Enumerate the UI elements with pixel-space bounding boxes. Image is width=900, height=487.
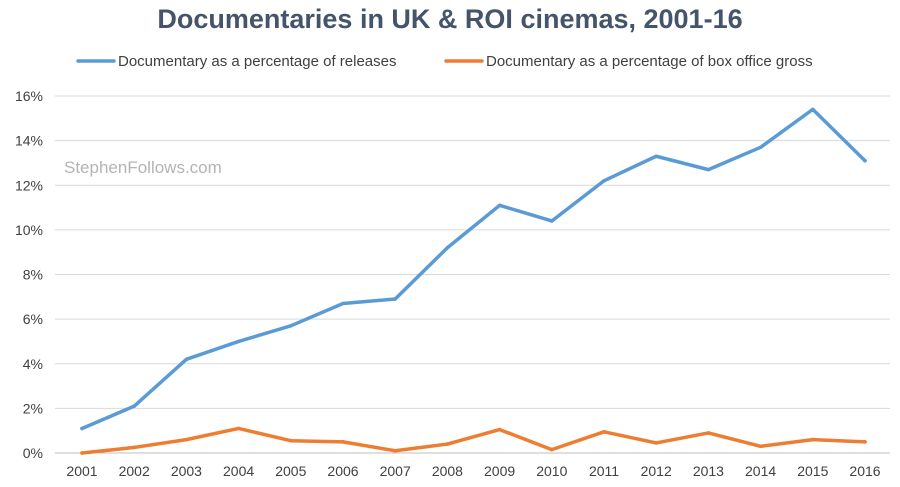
data-point-1-1: [132, 445, 136, 450]
data-point-0-7: [445, 245, 450, 250]
x-tick-label: 2015: [797, 463, 828, 479]
x-tick-label: 2012: [641, 463, 672, 479]
x-tick-label: 2003: [171, 463, 202, 479]
data-point-0-11: [654, 154, 658, 159]
data-point-0-10: [602, 178, 606, 183]
data-point-0-5: [341, 301, 345, 306]
data-point-0-3: [236, 339, 241, 344]
x-tick-label: 2013: [693, 463, 724, 479]
y-tick-label: 2%: [23, 400, 43, 416]
data-point-1-8: [497, 427, 502, 432]
data-point-1-9: [550, 447, 554, 452]
watermark-text: StephenFollows.com: [64, 158, 222, 177]
x-tick-label: 2006: [327, 463, 358, 479]
x-tick-label: 2011: [589, 463, 619, 479]
y-tick-label: 8%: [23, 267, 43, 283]
x-tick-label: 2016: [849, 463, 880, 479]
legend-label-0: Documentary as a percentage of releases: [118, 53, 397, 70]
series-lines: [80, 107, 867, 455]
y-tick-label: 16%: [15, 88, 43, 104]
x-tick-label: 2010: [536, 463, 567, 479]
x-tick-label: 2007: [380, 463, 411, 479]
legend-label-1: Documentary as a percentage of box offic…: [486, 53, 813, 70]
data-point-0-2: [184, 357, 189, 362]
x-tick-label: 2005: [275, 463, 306, 479]
x-tick-label: 2004: [223, 463, 254, 479]
legend: Documentary as a percentage of releases D…: [76, 53, 813, 70]
data-point-0-1: [132, 404, 136, 408]
series-line-1: [80, 426, 867, 455]
data-point-0-4: [289, 324, 293, 328]
x-tick-label: 2009: [484, 463, 515, 479]
y-tick-label: 6%: [23, 311, 43, 327]
data-point-1-10: [602, 430, 606, 434]
data-point-0-14: [811, 107, 815, 112]
y-tick-label: 12%: [15, 177, 43, 193]
axis-labels: 0% 2% 4% 6% 8% 10% 12% 14% 16% 2001 2002 2003 2004 20…: [15, 88, 881, 479]
gridlines: [55, 95, 890, 454]
data-point-1-2: [184, 437, 189, 442]
data-point-0-6: [393, 297, 398, 301]
data-point-1-14: [811, 437, 815, 442]
data-point-0-0: [80, 426, 84, 431]
x-tick-label: 2008: [432, 463, 463, 479]
data-point-1-5: [341, 440, 345, 444]
data-point-1-7: [445, 442, 450, 446]
data-point-1-0: [80, 451, 84, 455]
data-point-1-4: [289, 438, 293, 443]
x-tick-label: 2014: [745, 463, 776, 479]
data-point-1-6: [393, 448, 398, 453]
y-tick-label: 0%: [23, 445, 43, 461]
data-point-1-12: [706, 431, 711, 435]
data-point-1-15: [863, 440, 867, 444]
data-point-1-3: [236, 426, 241, 431]
y-tick-label: 14%: [15, 133, 43, 149]
y-tick-label: 4%: [23, 356, 43, 372]
data-point-0-8: [497, 203, 502, 208]
data-point-0-15: [863, 158, 867, 163]
data-point-1-11: [654, 441, 658, 445]
chart-title: Documentaries in UK & ROI cinemas, 2001-…: [157, 4, 743, 34]
x-tick-label: 2002: [119, 463, 150, 479]
series-line-0: [80, 107, 867, 431]
y-tick-label: 10%: [15, 222, 43, 238]
data-point-0-13: [758, 145, 763, 150]
data-point-1-13: [758, 444, 763, 449]
x-tick-label: 2001: [66, 463, 97, 479]
data-point-0-12: [706, 167, 711, 172]
data-point-0-9: [550, 219, 554, 223]
